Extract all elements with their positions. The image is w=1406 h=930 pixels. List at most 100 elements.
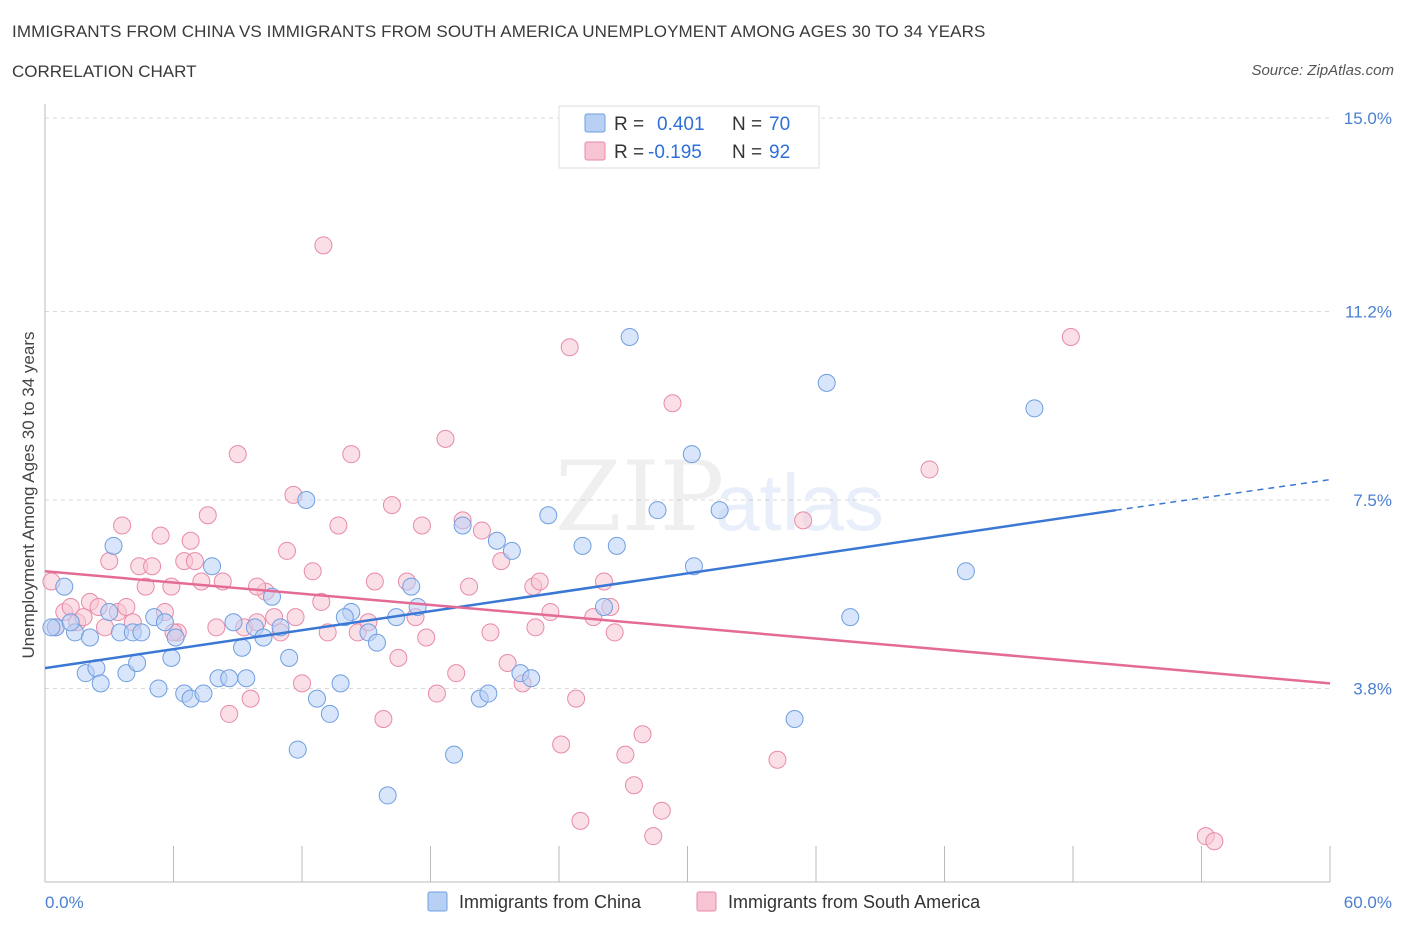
data-point-south-america [248, 577, 267, 596]
data-point-south-america [472, 521, 491, 540]
data-point-china [1025, 399, 1044, 418]
legend-china-r-label: R = [614, 114, 644, 135]
data-point-south-america [498, 653, 517, 672]
data-point-china [307, 689, 326, 708]
data-point-south-america [633, 725, 652, 744]
data-point-south-america [198, 506, 217, 525]
data-point-china [682, 445, 701, 464]
data-point-china [166, 628, 185, 647]
data-point-china [233, 638, 252, 657]
data-point-south-america [207, 618, 226, 637]
legend-swatch-sa [584, 141, 606, 161]
correlation-legend: R = 0.401 N = 70 R = -0.195 N = 92 [558, 105, 820, 169]
data-point-south-america [616, 745, 635, 764]
data-point-china [522, 669, 541, 688]
axes [44, 104, 1331, 883]
data-point-south-america [220, 704, 239, 723]
data-point-south-america [481, 623, 500, 642]
data-point-china [607, 536, 626, 555]
data-point-south-america [427, 684, 446, 703]
data-point-south-america [151, 526, 170, 545]
data-point-south-america [278, 541, 297, 560]
trend-line-south-america [44, 570, 1331, 685]
data-point-south-america [541, 603, 560, 622]
chart-title: IMMIGRANTS FROM CHINA VS IMMIGRANTS FROM… [12, 22, 986, 41]
data-point-south-america [382, 496, 401, 515]
data-point-south-america [417, 628, 436, 647]
data-point-south-america [293, 674, 311, 693]
data-point-china [841, 608, 860, 627]
data-point-china [487, 531, 506, 550]
data-point-south-america [365, 572, 384, 591]
data-point-china [573, 536, 592, 555]
y-tick-label: 15.0% [1344, 109, 1392, 128]
data-point-south-america [552, 735, 571, 754]
data-point-china [42, 618, 61, 637]
data-point-south-america [143, 557, 162, 576]
data-point-china [100, 603, 119, 622]
data-point-south-america [526, 618, 545, 637]
data-point-china [132, 623, 151, 642]
data-point-south-america [136, 577, 155, 596]
data-point-south-america [329, 516, 348, 535]
data-point-china [620, 328, 639, 347]
watermark: ZIP atlas [555, 441, 884, 553]
legend-china-n-label: N = [732, 114, 762, 135]
data-point-china [502, 541, 521, 560]
legend-sa-n-label: N = [732, 142, 762, 163]
data-point-china [648, 501, 667, 520]
trend-lines [44, 478, 1331, 685]
data-point-south-america [241, 689, 260, 708]
data-point-china [297, 491, 316, 509]
data-point-south-america [192, 572, 211, 591]
data-point-china [203, 557, 222, 576]
data-point-china [479, 684, 498, 703]
data-point-china [710, 501, 729, 520]
data-point-china [684, 557, 703, 576]
data-point-china [220, 669, 239, 688]
legend-sa-r-value: -0.195 [648, 142, 702, 163]
data-point-south-america [624, 776, 643, 795]
data-point-china [237, 669, 256, 688]
data-point-china [539, 506, 558, 525]
bottom-legend-sa-label: Immigrants from South America [728, 892, 981, 912]
data-point-china [956, 562, 975, 581]
legend-china-r-value: 0.401 [657, 114, 705, 135]
data-point-china [367, 633, 386, 652]
data-point-china [80, 628, 99, 647]
data-point-china [817, 373, 836, 392]
source-label: Source: ZipAtlas.com [1251, 62, 1394, 79]
data-point-south-america [605, 623, 624, 642]
chart-subtitle: CORRELATION CHART [12, 62, 197, 81]
data-point-south-america [460, 577, 479, 596]
data-point-south-america [100, 552, 119, 571]
data-point-south-america [447, 664, 466, 683]
series-legend: Immigrants from China Immigrants from So… [427, 891, 981, 912]
data-point-china [594, 597, 613, 616]
data-point-south-america [560, 338, 579, 357]
data-point-south-america [113, 516, 132, 535]
data-point-south-america [1205, 832, 1224, 851]
data-point-china [149, 679, 168, 698]
data-point-south-america [663, 394, 682, 413]
data-point-china [224, 613, 243, 632]
data-point-south-america [567, 689, 586, 708]
data-point-south-america [652, 801, 671, 820]
data-point-south-america [314, 236, 333, 255]
data-point-china [104, 536, 123, 555]
watermark-atlas: atlas [715, 458, 884, 547]
data-point-china [155, 613, 174, 632]
data-point-south-america [644, 827, 663, 846]
series-south-america-points [42, 236, 1224, 851]
legend-sa-n-value: 92 [769, 142, 790, 163]
data-point-china [91, 674, 110, 693]
data-point-south-america [228, 445, 247, 464]
trend-line-china-extension [1115, 478, 1331, 511]
data-point-china [128, 653, 147, 672]
data-point-south-america [181, 531, 200, 550]
data-point-china [55, 577, 74, 596]
y-tick-labels: 3.8% 7.5% 11.2% 15.0% [1344, 109, 1392, 698]
data-point-china [785, 710, 804, 729]
y-tick-label: 11.2% [1345, 303, 1392, 322]
